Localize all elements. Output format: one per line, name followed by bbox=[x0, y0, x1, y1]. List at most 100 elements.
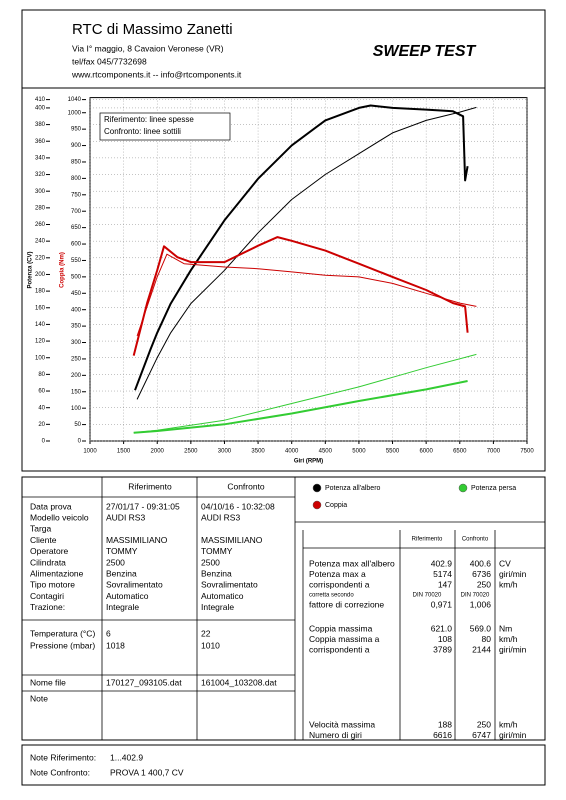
y-axis-label: Potenza (CV) bbox=[28, 251, 34, 288]
y2-tick-label: 500 bbox=[71, 274, 82, 280]
result-ref: 147 bbox=[438, 579, 452, 589]
plot-frame bbox=[89, 97, 528, 442]
result-unit: CV bbox=[499, 558, 511, 568]
cell-label: Cilindrata bbox=[30, 557, 66, 567]
tables: Potenza all'albero Coppia Potenza persa Rif… bbox=[22, 477, 545, 777]
cell-value: Benzina bbox=[201, 568, 232, 578]
chart-box bbox=[21, 87, 546, 472]
result-label: Numero di giri bbox=[309, 730, 362, 740]
y-tick-label: 220 bbox=[35, 255, 46, 261]
x-tick-label: 6000 bbox=[419, 449, 433, 455]
cell-value: TOMMY bbox=[201, 546, 233, 556]
address: Via I° maggio, 8 Cavaion Veronese (VR) bbox=[72, 43, 224, 53]
y-tick-label: 360 bbox=[35, 139, 46, 145]
y2-tick-label: 200 bbox=[71, 373, 82, 379]
result-ref: 108 bbox=[438, 634, 452, 644]
result-ref: DIN 70020 bbox=[413, 593, 442, 599]
x-tick-label: 7500 bbox=[520, 449, 534, 455]
x-tick-label: 5500 bbox=[386, 449, 400, 455]
cell-label: Pressione (mbar) bbox=[30, 640, 95, 650]
note-box bbox=[99, 112, 231, 141]
cell-value: Benzina bbox=[106, 568, 137, 578]
x-tick-label: 1000 bbox=[83, 449, 97, 455]
cell-value: Integrale bbox=[106, 602, 139, 612]
cell-label: Temperatura (°C) bbox=[30, 628, 95, 638]
legend-label: Potenza persa bbox=[471, 485, 516, 492]
y-tick-label: 180 bbox=[35, 289, 46, 295]
note-line: Confronto: linee sottili bbox=[104, 127, 181, 136]
legend-marker bbox=[312, 500, 322, 510]
cell-value: 161004_103208.dat bbox=[201, 677, 277, 687]
y2-tick-label: 450 bbox=[71, 291, 82, 297]
notes-box bbox=[21, 744, 546, 786]
series-line bbox=[132, 236, 469, 356]
sheet-title: SWEEP TEST bbox=[373, 43, 477, 60]
result-unit: km/h bbox=[499, 634, 518, 644]
web: www.rtcomponents.it -- info@rtcomponents… bbox=[71, 69, 242, 79]
y-tick-label: 0 bbox=[42, 439, 46, 445]
cell-value: MASSIMILIANO bbox=[201, 535, 263, 545]
chart: 1000 1500 2000 2500 3000 3500 4000 4500 5000 5500… bbox=[28, 97, 534, 465]
cell-value: 2500 bbox=[201, 557, 220, 567]
cell-value: 1018 bbox=[106, 640, 125, 650]
note-line: Riferimento: linee spesse bbox=[104, 115, 194, 124]
x-axis-label: Giri (RPM) bbox=[294, 459, 323, 465]
y-tick-label: 280 bbox=[35, 205, 46, 211]
y2-tick-label: 800 bbox=[71, 176, 82, 182]
y2-tick-label: 1000 bbox=[68, 110, 82, 116]
cell-value: Integrale bbox=[201, 602, 234, 612]
y-tick-label: 300 bbox=[35, 189, 46, 195]
result-label: corrispondenti a bbox=[309, 644, 370, 654]
cell-label: Modello veicolo bbox=[30, 512, 89, 522]
y-tick-label: 340 bbox=[35, 155, 46, 161]
cell-value: 22 bbox=[201, 628, 211, 638]
y2-tick-label: 350 bbox=[71, 324, 82, 330]
series-line bbox=[136, 253, 477, 337]
y2-tick-label: 850 bbox=[71, 160, 82, 166]
result-ref: 621.0 bbox=[431, 623, 453, 633]
note-value: 1...402.9 bbox=[110, 752, 143, 762]
result-label: Coppia massima a bbox=[309, 634, 380, 644]
result-label: fattore di correzione bbox=[309, 599, 384, 609]
note-value: PROVA 1 400,7 CV bbox=[110, 767, 184, 777]
y-tick-label: 60 bbox=[38, 389, 45, 395]
result-unit: km/h bbox=[499, 579, 518, 589]
legend-marker bbox=[458, 483, 468, 493]
x-tick-label: 4000 bbox=[285, 449, 299, 455]
cell-value: 04/10/16 - 10:32:08 bbox=[201, 501, 275, 511]
series-line bbox=[134, 104, 469, 391]
y-tick-label: 100 bbox=[35, 355, 46, 361]
y2-tick-label: 600 bbox=[71, 242, 82, 248]
y2-axis-label: Coppia (Nm) bbox=[60, 252, 66, 288]
cell-value: Sovralimentato bbox=[201, 580, 258, 590]
result-label: Potenza max a bbox=[309, 569, 366, 579]
x-tick-label: 2000 bbox=[151, 449, 165, 455]
y-tick-label: 40 bbox=[38, 405, 45, 411]
y2-tick-label: 250 bbox=[71, 357, 82, 363]
result-label: corrispondenti a bbox=[309, 579, 370, 589]
x-tick-label: 3000 bbox=[218, 449, 232, 455]
cell-value: Automatico bbox=[106, 591, 149, 601]
y-tick-label: 80 bbox=[38, 372, 45, 378]
legend-label: Coppia bbox=[325, 502, 347, 509]
result-conf: 2144 bbox=[472, 644, 491, 654]
y2-tick-label: 0 bbox=[78, 439, 82, 445]
series-line bbox=[136, 106, 477, 400]
y-tick-label: 140 bbox=[35, 322, 46, 328]
y2-tick-label: 550 bbox=[71, 258, 82, 264]
x-tick-label: 7000 bbox=[487, 449, 501, 455]
result-ref: 6616 bbox=[433, 730, 452, 740]
table-box bbox=[21, 476, 546, 741]
cell-value: Sovralimentato bbox=[106, 580, 163, 590]
series-line bbox=[133, 380, 468, 434]
note-label: Note Riferimento: bbox=[30, 752, 96, 762]
x-tick-label: 2500 bbox=[184, 449, 198, 455]
y2-tick-label: 150 bbox=[71, 389, 82, 395]
result-ref: 5174 bbox=[433, 569, 452, 579]
cell-value: MASSIMILIANO bbox=[106, 535, 168, 545]
column-header: Riferimento bbox=[128, 481, 172, 491]
result-unit: giri/min bbox=[499, 644, 527, 654]
y-tick-label: 120 bbox=[35, 339, 46, 345]
result-conf: 1,006 bbox=[470, 599, 492, 609]
